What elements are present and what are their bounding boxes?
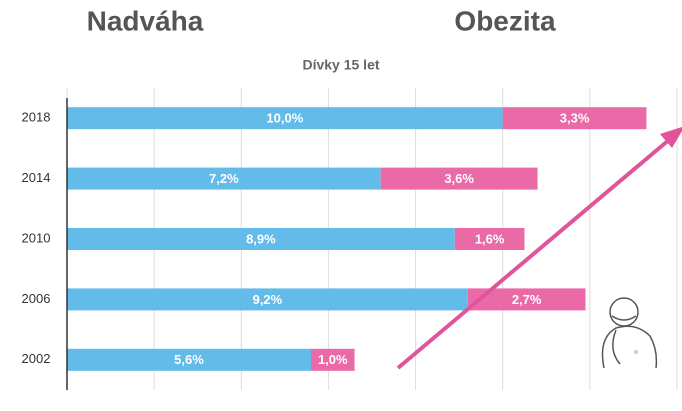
- value-label: 3,6%: [444, 171, 474, 186]
- bar-segment: [67, 167, 381, 190]
- series-title: Nadváha: [87, 5, 204, 36]
- axis-labels: 2018 2014 2010 2006 2002: [22, 110, 51, 367]
- y-tick-label: 2014: [22, 170, 51, 185]
- series-title: Obezita: [454, 5, 556, 36]
- figure-icon: [601, 297, 658, 369]
- y-tick-label: 2002: [22, 351, 51, 366]
- bar-segment: [454, 228, 525, 250]
- bar-segment: [67, 228, 455, 250]
- y-tick-label: 2018: [22, 110, 51, 125]
- trend-arrow: [396, 126, 682, 370]
- bar-segment: [467, 288, 586, 311]
- bar-segment: [67, 348, 311, 371]
- value-label: 10,0%: [266, 111, 303, 126]
- bar-segment: [67, 107, 503, 130]
- value-label: 1,6%: [475, 231, 505, 246]
- bar-segment: [502, 107, 647, 130]
- bar-segment: [67, 288, 468, 311]
- bars: 10,0% 3,3% 7,2% 3,6% 8,9% 1,6% 9,2% 2,7% 5,6% 1,0…: [67, 107, 647, 371]
- value-label: 5,6%: [174, 352, 204, 367]
- y-tick-label: 2010: [22, 230, 51, 245]
- value-label: 7,2%: [209, 171, 239, 186]
- value-label: 8,9%: [246, 231, 276, 246]
- y-tick-label: 2006: [22, 291, 51, 306]
- value-label: 1,0%: [318, 352, 348, 367]
- value-label: 2,7%: [512, 292, 542, 307]
- bar-segment: [380, 167, 538, 190]
- value-label: 9,2%: [253, 292, 283, 307]
- value-label: 3,3%: [560, 111, 590, 126]
- chart-subtitle: Dívky 15 let: [302, 57, 379, 73]
- bar-segment: [311, 348, 355, 371]
